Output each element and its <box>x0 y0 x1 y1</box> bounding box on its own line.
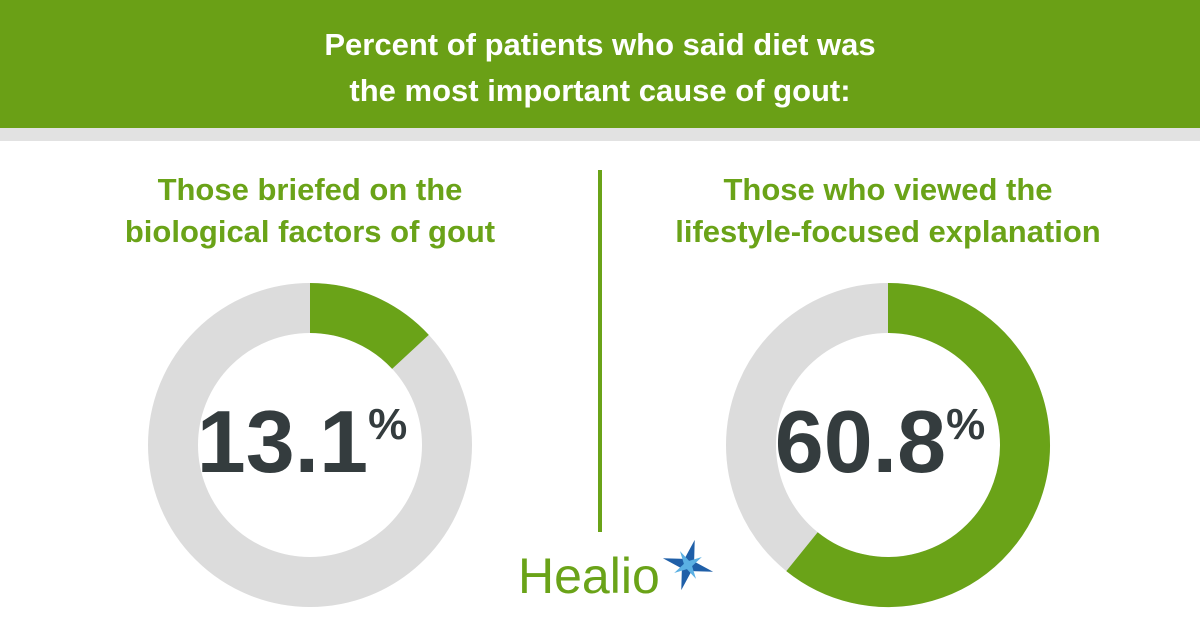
donut-arc <box>786 283 1050 607</box>
chart-subtitle: lifestyle-focused explanation <box>675 214 1101 249</box>
chart-subtitle: Those briefed on the <box>158 172 463 207</box>
header-bar <box>0 0 1200 128</box>
donut-arc <box>309 283 429 370</box>
header-title: the most important cause of gout: <box>349 73 850 108</box>
logo: Healio <box>518 539 714 604</box>
header-shadow <box>0 128 1200 141</box>
value-label: 13.1% <box>197 392 407 491</box>
logo-text: Healio <box>518 548 660 604</box>
chart-subtitle: biological factors of gout <box>125 214 495 249</box>
logo-star <box>662 539 714 591</box>
value-label: 60.8% <box>775 392 985 491</box>
header-title: Percent of patients who said diet was <box>324 27 875 62</box>
chart-subtitle: Those who viewed the <box>724 172 1053 207</box>
